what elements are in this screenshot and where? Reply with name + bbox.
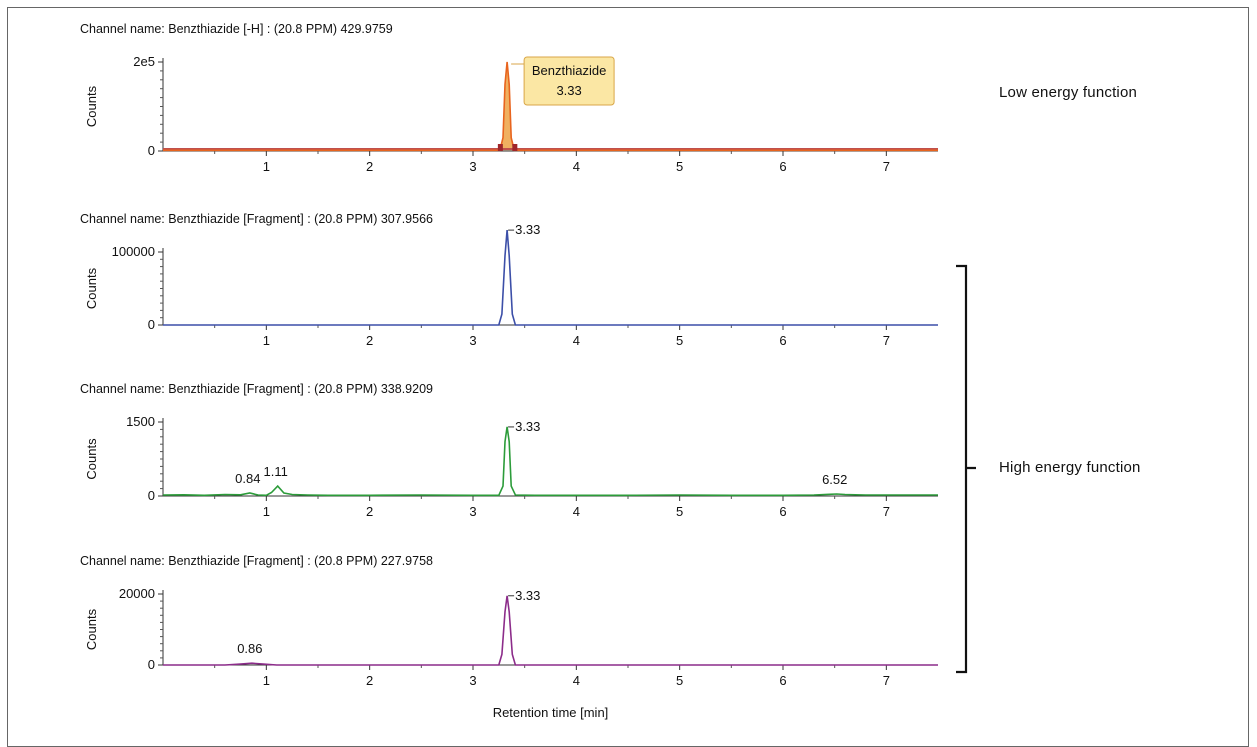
panel-4-x-tick-label: 1 (263, 673, 270, 688)
panel-3-peak-label: 0.84 (235, 471, 260, 486)
panel-3-peak-label: 3.33 (515, 419, 540, 434)
panel-1-x-tick-label: 4 (573, 159, 580, 174)
panel-1-peak-callout (523, 56, 615, 106)
chromatogram-figure: Channel name: Benzthiazide [-H] : (20.8 … (80, 22, 1141, 720)
panel-3-x-tick-label: 1 (263, 504, 270, 519)
panel-3-x-tick-label: 2 (366, 504, 373, 519)
panel-4-y-axis-label: Counts (84, 608, 99, 650)
panel-4-series-line (163, 595, 938, 666)
panel-4-x-tick-label: 2 (366, 673, 373, 688)
panel-3-x-tick-label: 6 (779, 504, 786, 519)
panel-3-x-tick-label: 4 (573, 504, 580, 519)
panel-1-title: Channel name: Benzthiazide [-H] : (20.8 … (80, 22, 393, 36)
panel-3-y-tick-label: 1500 (126, 414, 155, 429)
panel-2-x-tick-label: 6 (779, 333, 786, 348)
panel-4-peak-label: 3.33 (515, 588, 540, 603)
chromatogram-plots: 0 2e5 Counts 1 2 3 4 5 6 7 Benzthiazide 3.33 0 100000… (84, 54, 976, 720)
panel-4-x-tick-label: 7 (883, 673, 890, 688)
panel-3-peak-label: 1.11 (264, 464, 288, 479)
panel-2-series-line (163, 230, 938, 326)
panel-2-peak-label: 3.33 (515, 222, 540, 237)
panel-1-callout-rt: 3.33 (556, 83, 581, 98)
panel-3-y-tick-label: 0 (148, 488, 155, 503)
panel-3-series-line (162, 426, 938, 497)
panel-4-x-tick-label: 4 (573, 673, 580, 688)
panel-4-title: Channel name: Benzthiazide [Fragment] : … (80, 554, 433, 568)
panel-4-x-tick-label: 6 (779, 673, 786, 688)
panel-1-x-tick-label: 5 (676, 159, 683, 174)
panel-1-y-axis-label: Counts (84, 85, 99, 127)
panel-2-x-tick-label: 1 (263, 333, 270, 348)
panel-2-y-axis-label: Counts (84, 267, 99, 309)
panel-4-x-tick-label: 3 (469, 673, 476, 688)
panel-3-peak-label: 6.52 (822, 472, 847, 487)
panel-3-title: Channel name: Benzthiazide [Fragment] : … (80, 382, 433, 396)
panel-1-peak-area (499, 62, 515, 151)
low-energy-label: Low energy function (999, 84, 1138, 101)
panel-1-y-tick-label: 0 (148, 143, 155, 158)
panel-2-y-tick-label: 0 (148, 317, 155, 332)
panel-2-y-tick-label: 100000 (112, 244, 155, 259)
panel-3-x-tick-label: 5 (676, 504, 683, 519)
panel-1-integration-end (512, 144, 518, 151)
panel-1-callout-name: Benzthiazide (532, 63, 606, 78)
panel-2-title: Channel name: Benzthiazide [Fragment] : … (80, 212, 433, 226)
panel-1-x-tick-label: 3 (469, 159, 476, 174)
panel-1-x-tick-label: 7 (883, 159, 890, 174)
panel-3-y-axis-label: Counts (84, 438, 99, 480)
panel-1-x-tick-label: 6 (779, 159, 786, 174)
panel-4-y-tick-label: 20000 (119, 586, 155, 601)
panel-2-x-tick-label: 3 (469, 333, 476, 348)
panel-1-y-tick-label: 2e5 (133, 54, 155, 69)
panel-4-peak-label: 0.86 (237, 641, 262, 656)
panel-3-x-tick-label: 3 (469, 504, 476, 519)
panel-4-y-tick-label: 0 (148, 657, 155, 672)
panel-2-x-tick-label: 2 (366, 333, 373, 348)
panel-1-integration-start (497, 144, 503, 151)
high-energy-label: High energy function (999, 459, 1141, 476)
panel-3-x-tick-label: 7 (883, 504, 890, 519)
panel-2-x-tick-label: 4 (573, 333, 580, 348)
high-energy-bracket (956, 264, 976, 674)
panel-2-x-tick-label: 5 (676, 333, 683, 348)
panel-4-x-axis-label: Retention time [min] (493, 705, 609, 720)
panel-1-x-tick-label: 2 (366, 159, 373, 174)
panel-4-x-tick-label: 5 (676, 673, 683, 688)
panel-2-x-tick-label: 7 (883, 333, 890, 348)
panel-1-x-tick-label: 1 (263, 159, 270, 174)
